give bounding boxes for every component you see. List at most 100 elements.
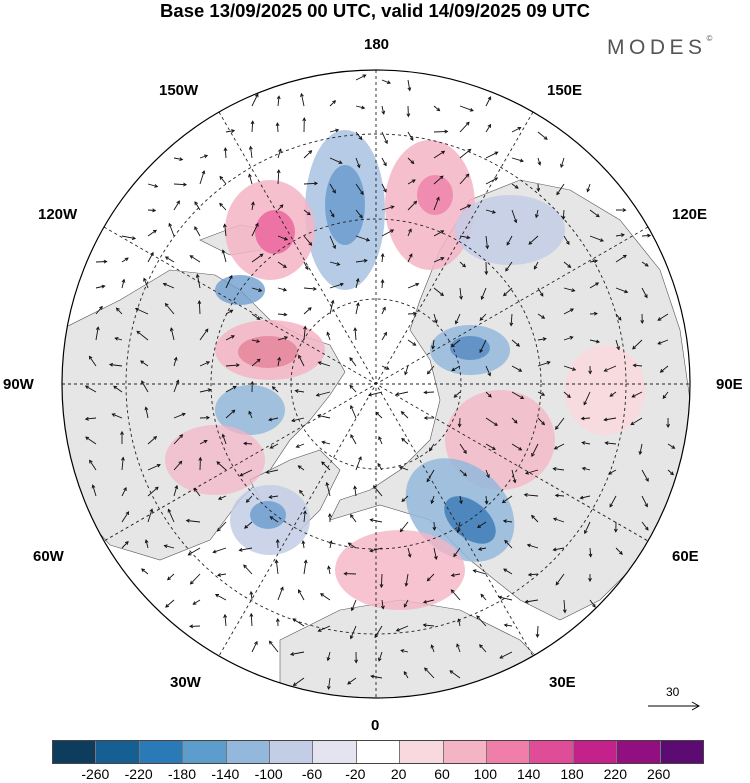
wind-arrow-icon: [451, 589, 461, 601]
wind-arrow-icon: [326, 332, 331, 341]
wind-arrow-icon: [374, 625, 383, 638]
wind-arrow-icon: [317, 414, 331, 419]
wind-arrow-icon: [277, 357, 281, 367]
wind-arrow-icon: [537, 157, 541, 166]
wind-arrowhead-icon: [456, 529, 461, 534]
wind-arrow-icon: [303, 326, 306, 341]
wind-arrow-icon: [555, 417, 565, 430]
wind-arrowhead-icon: [363, 258, 368, 263]
reference-vector-value: 30: [666, 685, 680, 699]
wind-arrowhead-icon: [518, 368, 523, 372]
wind-arrow-icon: [217, 573, 227, 576]
wind-arrow-icon: [433, 105, 440, 112]
wind-arrowhead-icon: [534, 214, 539, 219]
wind-arrowhead-icon: [217, 496, 223, 500]
wind-arrowhead-icon: [592, 603, 596, 608]
wind-arrow-icon: [505, 261, 513, 272]
wind-arrowhead-icon: [315, 392, 320, 397]
wind-arrow-icon: [531, 443, 539, 457]
wind-arrow-icon: [481, 287, 487, 300]
colorbar-tick-label: -100: [254, 766, 283, 782]
wind-arrowhead-icon: [295, 444, 300, 448]
wind-arrow-icon: [95, 306, 103, 315]
wind-arrowhead-icon: [314, 181, 319, 186]
wind-arrow-icon: [292, 618, 305, 627]
wind-arrowhead-icon: [189, 255, 194, 259]
wind-arrowhead-icon: [121, 456, 125, 461]
wind-arrow-icon: [321, 441, 331, 445]
wind-arrowhead-icon: [454, 320, 459, 325]
wind-arrow-icon: [316, 391, 331, 396]
wind-arrowhead-icon: [581, 466, 586, 471]
wind-arrowhead-icon: [477, 524, 481, 529]
wind-arrow-icon: [528, 573, 539, 576]
wind-arrow-icon: [225, 275, 233, 289]
wind-arrow-icon: [401, 495, 409, 502]
lon-label-60w: 60W: [33, 548, 64, 565]
wind-arrowhead-icon: [561, 216, 566, 221]
wind-arrow-icon: [458, 619, 461, 627]
wind-arrowhead-icon: [535, 633, 540, 638]
wind-arrowhead-icon: [494, 177, 499, 181]
wind-arrowhead-icon: [520, 395, 525, 399]
wind-arrowhead-icon: [645, 477, 649, 482]
wind-arrow-icon: [480, 594, 487, 601]
wind-arrow-icon: [584, 521, 591, 534]
wind-arrow-icon: [121, 257, 129, 263]
colorbar-tick-label: 220: [603, 766, 628, 782]
wind-arrow-icon: [582, 467, 591, 471]
wind-arrowhead-icon: [358, 136, 363, 141]
wind-arrow-icon: [589, 547, 592, 557]
wind-arrowhead-icon: [666, 423, 670, 429]
wind-arrowhead-icon: [221, 249, 226, 254]
wind-arrowhead-icon: [354, 659, 359, 664]
wind-arrowhead-icon: [503, 292, 507, 297]
wind-arrow-icon: [165, 256, 175, 263]
wind-arrowhead-icon: [603, 368, 608, 372]
wind-arrowhead-icon: [259, 253, 264, 258]
wind-arrowhead-icon: [644, 503, 648, 508]
wind-arrowhead-icon: [207, 388, 212, 393]
wind-arrowhead-icon: [343, 571, 348, 576]
wind-arrow-icon: [641, 261, 649, 267]
wind-arrow-icon: [147, 252, 154, 263]
wind-arrowhead-icon: [444, 129, 449, 134]
wind-arrowhead-icon: [303, 510, 307, 515]
wind-arrow-icon: [528, 235, 539, 245]
wind-arrow-icon: [426, 469, 435, 482]
wind-arrowhead-icon: [153, 435, 158, 440]
wind-arrow-icon: [115, 337, 123, 341]
wind-arrow-icon: [511, 339, 520, 347]
wind-arrow-icon: [563, 391, 571, 398]
wind-arrowhead-icon: [436, 196, 440, 201]
wind-arrowhead-icon: [353, 485, 357, 490]
wind-arrow-icon: [433, 547, 437, 560]
wind-arrowhead-icon: [298, 589, 302, 594]
wind-arrow-icon: [424, 667, 435, 679]
colorbar-swatch: [443, 741, 488, 763]
wind-arrow-icon: [196, 274, 201, 289]
wind-arrow-icon: [277, 336, 288, 341]
wind-arrow-icon: [225, 364, 240, 367]
wind-arrowhead-icon: [379, 584, 384, 589]
wind-arrowhead-icon: [569, 308, 575, 312]
wind-arrowhead-icon: [484, 271, 489, 276]
wind-arrowhead-icon: [358, 456, 362, 461]
wind-arrow-icon: [456, 643, 461, 653]
wind-arrow-icon: [537, 313, 545, 319]
lon-label-30e: 30E: [549, 674, 576, 691]
wind-arrowhead-icon: [131, 236, 137, 241]
wind-arrow-icon: [560, 157, 565, 168]
wind-arrow-icon: [433, 313, 438, 323]
wind-arrowhead-icon: [369, 548, 374, 553]
wind-arrow-icon: [199, 155, 208, 159]
wind-arrow-icon: [145, 407, 149, 419]
wind-arrow-icon: [485, 235, 488, 249]
brand-logo: MODES©: [607, 34, 712, 60]
wind-arrowhead-icon: [662, 395, 667, 399]
wind-arrow-icon: [506, 235, 513, 246]
wind-arrowhead-icon: [491, 446, 496, 450]
wind-arrowhead-icon: [407, 553, 412, 558]
wind-arrow-icon: [121, 279, 125, 289]
wind-arrow-icon: [473, 569, 487, 575]
